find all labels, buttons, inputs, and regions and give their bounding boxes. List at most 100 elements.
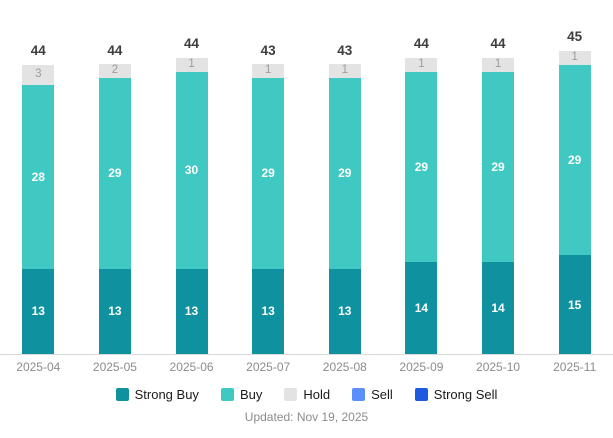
segment-value-label: 29 [261,166,275,181]
stacked-bar[interactable]: 2 29 13 [98,64,131,354]
x-axis-tick-label: 2025-07 [246,360,291,374]
bar-segment-buy[interactable]: 28 [22,84,55,269]
legend-label: Sell [371,387,393,403]
bar-segment-strong-buy[interactable]: 14 [405,262,438,354]
bar-segment-hold[interactable]: 3 [22,64,55,85]
segment-value-label: 3 [35,68,42,81]
x-axis-tick-label: 2025-05 [92,360,137,374]
bar-total-label: 43 [337,42,353,58]
stacked-bar[interactable]: 1 29 14 [482,57,515,354]
stacked-bar[interactable]: 1 29 13 [252,64,285,354]
segment-value-label: 1 [418,57,425,70]
legend-label: Strong Buy [134,387,199,403]
segment-value-label: 13 [184,304,199,319]
bar-column: 44 1 29 14 [383,0,460,354]
segment-value-label: 13 [261,304,275,319]
bar-segment-buy[interactable]: 29 [328,78,361,269]
segment-value-label: 1 [571,51,578,64]
segment-value-label: 30 [184,163,199,178]
x-axis-tick-label: 2025-06 [169,360,214,374]
bar-segment-strong-buy[interactable]: 13 [328,268,361,354]
bar-segment-strong-buy[interactable]: 13 [252,268,285,354]
bar-segment-hold[interactable]: 1 [252,64,285,79]
bar-segment-strong-buy[interactable]: 13 [98,268,131,354]
stacked-bar-chart: 44 3 28 13 44 2 29 13 44 1 30 13 43 1 29 13 43 1 29 13 44 1 29… [0,0,613,355]
x-axis-tick-label: 2025-11 [553,360,597,374]
segment-value-label: 29 [108,166,122,181]
segment-value-label: 14 [414,301,429,315]
stacked-bar[interactable]: 1 29 14 [405,57,438,354]
segment-value-label: 29 [414,159,429,174]
bar-column: 44 1 29 14 [460,0,537,354]
bar-column: 44 3 28 13 [0,0,77,354]
bar-segment-hold[interactable]: 1 [482,57,515,72]
bar-column: 44 2 29 13 [77,0,154,354]
legend-swatch-strong-sell [414,388,428,402]
bar-segment-hold[interactable]: 1 [558,50,591,65]
bar-segment-buy[interactable]: 29 [98,78,131,269]
bar-column: 44 1 30 13 [153,0,230,354]
segment-value-label: 29 [491,159,505,174]
bar-segment-hold[interactable]: 1 [175,57,208,72]
bar-segment-strong-buy[interactable]: 15 [558,255,591,354]
bar-total-label: 44 [490,36,506,51]
segment-value-label: 2 [111,64,119,77]
bar-segment-hold[interactable]: 1 [328,64,361,79]
bar-segment-buy[interactable]: 29 [405,71,438,262]
bar-total-label: 45 [567,29,583,45]
stacked-bar[interactable]: 1 30 13 [175,57,208,354]
bar-column: 45 1 29 15 [536,0,613,354]
updated-timestamp: Updated: Nov 19, 2025 [244,410,369,425]
legend-item-buy[interactable]: Buy [220,387,263,403]
bar-column: 43 1 29 13 [230,0,307,354]
bar-total-label: 43 [260,42,276,58]
legend-swatch-strong-buy [115,388,129,402]
segment-value-label: 29 [568,153,582,168]
bar-total-label: 44 [184,36,200,51]
segment-value-label: 1 [264,64,272,77]
legend-swatch-sell [352,388,366,402]
stacked-bar[interactable]: 1 29 15 [558,50,591,354]
bar-segment-buy[interactable]: 29 [252,78,285,269]
segment-value-label: 29 [338,166,352,181]
stacked-bar[interactable]: 1 29 13 [328,64,361,354]
bar-segment-hold[interactable]: 2 [98,64,131,79]
bar-total-label: 44 [413,36,429,51]
legend-item-strong-buy[interactable]: Strong Buy [115,387,199,403]
segment-value-label: 1 [494,57,502,70]
legend-label: Strong Sell [433,387,498,403]
x-axis-tick-label: 2025-10 [476,360,521,374]
segment-value-label: 28 [31,169,45,184]
segment-value-label: 13 [338,304,352,319]
x-axis-tick-label: 2025-04 [16,360,61,374]
bar-segment-strong-buy[interactable]: 14 [482,262,515,354]
bar-columns: 44 3 28 13 44 2 29 13 44 1 30 13 43 1 29 13 43 1 29 13 44 1 29… [0,0,613,354]
bar-segment-strong-buy[interactable]: 13 [175,268,208,354]
segment-value-label: 14 [491,301,505,315]
bar-segment-buy[interactable]: 29 [482,71,515,262]
legend-label: Hold [303,387,331,403]
bar-segment-buy[interactable]: 30 [175,71,208,269]
legend-item-sell[interactable]: Sell [352,387,393,403]
segment-value-label: 13 [31,304,45,319]
bar-segment-strong-buy[interactable]: 13 [22,268,55,354]
bar-total-label: 44 [107,42,123,58]
legend-swatch-hold [284,388,298,402]
legend-swatch-buy [220,388,234,402]
segment-value-label: 13 [108,304,122,319]
chart-legend: Strong Buy Buy Hold Sell Strong Sell [0,387,613,403]
stacked-bar[interactable]: 3 28 13 [22,64,55,354]
x-axis-labels: 2025-04 2025-05 2025-06 2025-07 2025-08 2025-… [0,355,613,374]
segment-value-label: 1 [188,57,195,70]
bar-total-label: 44 [30,43,46,59]
segment-value-label: 1 [341,64,349,77]
bar-segment-hold[interactable]: 1 [405,57,438,72]
legend-item-strong-sell[interactable]: Strong Sell [414,387,498,403]
legend-item-hold[interactable]: Hold [284,387,331,403]
x-axis-tick-label: 2025-09 [399,360,444,374]
x-axis-tick-label: 2025-08 [322,360,367,374]
bar-segment-buy[interactable]: 29 [558,64,591,256]
legend-label: Buy [239,387,263,403]
bar-column: 43 1 29 13 [307,0,384,354]
